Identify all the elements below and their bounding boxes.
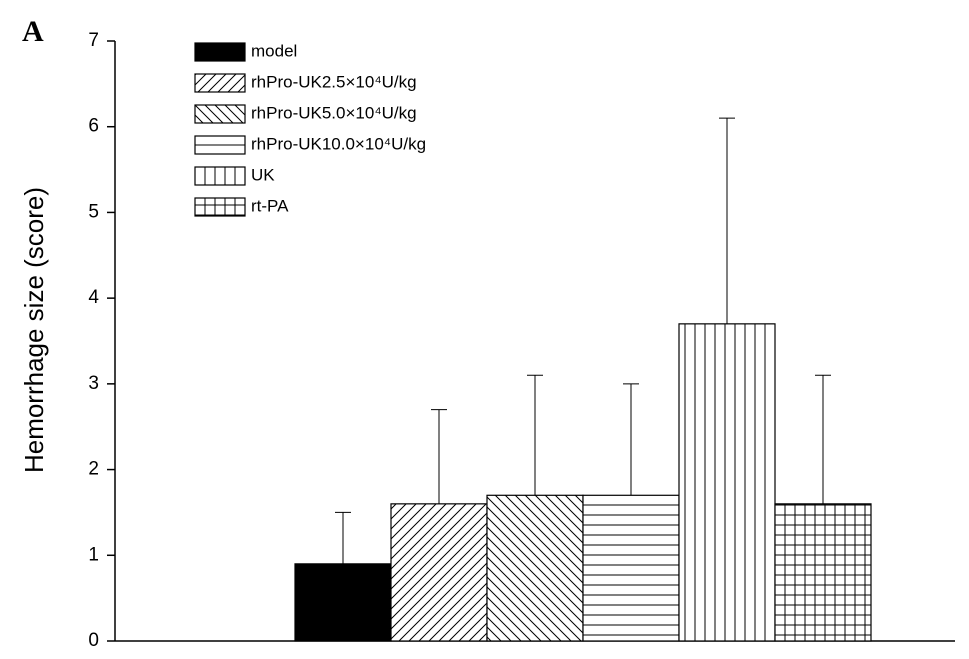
y-tick-label: 3 <box>88 373 99 394</box>
legend-label: rhPro-UK10.0×10⁴U/kg <box>251 134 426 153</box>
legend-swatch <box>194 166 246 186</box>
legend-label: rt-PA <box>251 196 289 215</box>
bar <box>774 503 872 642</box>
legend-swatch <box>194 104 246 124</box>
y-tick-label: 6 <box>88 116 99 137</box>
bar <box>294 563 392 642</box>
legend-label: UK <box>251 165 275 184</box>
legend-swatch <box>194 135 246 155</box>
legend-label: rhPro-UK2.5×10⁴U/kg <box>251 72 417 91</box>
y-tick-label: 4 <box>88 287 99 308</box>
legend-label: rhPro-UK5.0×10⁴U/kg <box>251 103 417 122</box>
y-axis-label: Hemorrhage size (score) <box>19 187 49 473</box>
error-bar <box>335 511 351 564</box>
legend-swatch <box>194 73 246 93</box>
y-tick-label: 2 <box>88 459 99 480</box>
bar <box>582 494 680 642</box>
bar <box>390 503 488 642</box>
legend-label: model <box>251 41 297 60</box>
error-bar <box>527 374 543 496</box>
y-tick-label: 5 <box>88 201 99 222</box>
bar <box>678 323 776 642</box>
panel-label: A <box>22 15 44 48</box>
y-tick-label: 1 <box>88 544 99 565</box>
error-bar <box>623 383 639 496</box>
error-bar <box>815 374 831 504</box>
y-tick-label: 0 <box>88 630 99 651</box>
error-bar <box>431 409 447 504</box>
legend-swatch <box>194 42 246 62</box>
y-tick-label: 7 <box>88 30 99 51</box>
bar <box>486 494 584 642</box>
error-bar <box>719 117 735 324</box>
legend-swatch <box>194 197 246 217</box>
